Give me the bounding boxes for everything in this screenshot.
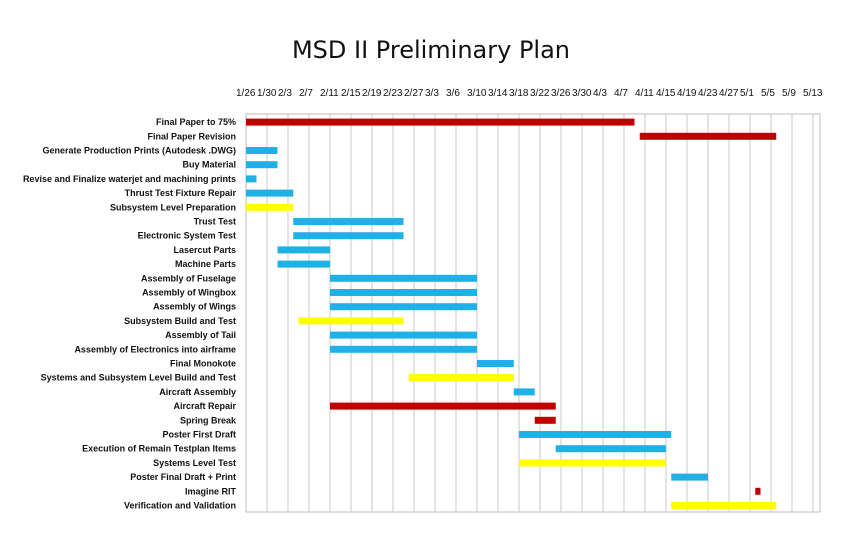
x-tick-label: 2/15 [341,88,361,99]
task-label: Trust Test [194,217,236,227]
task-label: Systems Level Test [153,458,236,468]
task-label: Electronic System Test [138,231,236,241]
task-bar [246,161,278,169]
task-bar [277,260,330,268]
x-tick-label: 4/3 [593,88,607,99]
x-tick-label: 2/27 [404,88,424,99]
x-tick-label: 5/13 [803,88,823,99]
task-label: Systems and Subsystem Level Build and Te… [41,373,236,383]
x-tick-label: 5/1 [740,88,754,99]
task-bar [293,232,404,240]
x-tick-label: 4/15 [656,88,676,99]
task-bar [534,416,556,424]
task-label: Aircraft Assembly [159,387,236,397]
x-tick-label: 3/22 [530,88,550,99]
x-tick-label: 2/23 [383,88,403,99]
task-label: Spring Break [180,415,237,425]
task-label: Assembly of Wingbox [142,288,236,298]
task-bar [277,246,330,254]
task-bar [330,289,477,296]
x-tick-label: 2/3 [278,88,292,99]
task-label: Revise and Finalize waterjet and machini… [23,174,236,184]
task-bars [246,118,777,509]
x-tick-label: 3/3 [425,88,439,99]
task-label: Assembly of Tail [165,330,236,340]
task-label: Assembly of Wings [153,302,236,312]
x-tick-label: 1/30 [257,88,277,99]
x-tick-label: 3/10 [467,88,487,99]
x-tick-label: 5/9 [782,88,796,99]
x-axis-ticks: 1/26 1/30 2/3 2/7 2/11 2/15 2/19 2/23 2/27 3/3 3/6… [236,88,823,99]
task-bar [408,374,514,382]
task-bar [246,147,278,154]
x-tick-label: 1/26 [236,88,256,99]
task-label: Assembly of Electronics into airframe [74,344,236,354]
task-bar [293,218,404,225]
task-bar [555,445,666,453]
task-bar [330,331,477,339]
x-tick-label: 4/11 [635,88,654,99]
task-label: Assembly of Fuselage [141,273,236,283]
task-label: Poster First Draft [162,430,236,440]
task-bar [246,175,257,183]
task-bar [639,132,777,140]
plot-frame [245,113,821,513]
x-tick-label: 3/6 [446,88,460,99]
task-labels: Final Paper to 75% Final Paper Revision Ge… [23,117,237,510]
task-bar [246,203,294,211]
x-tick-label: 4/7 [614,88,628,99]
task-bar [246,189,294,197]
task-bar [246,118,635,126]
task-bar [671,502,777,509]
task-bar [513,388,535,396]
task-bar [519,459,666,467]
x-tick-label: 2/19 [362,88,382,99]
task-label: Aircraft Repair [173,401,236,411]
task-bar [330,345,477,353]
x-tick-label: 3/14 [488,88,508,99]
task-bar [330,303,477,311]
task-label: Verification and Validation [124,501,236,511]
task-label: Final Paper to 75% [156,117,236,127]
task-bar [330,402,556,410]
x-tick-label: 2/11 [320,88,339,99]
x-tick-label: 4/23 [698,88,718,99]
task-label: Imagine RIT [185,486,237,496]
task-bar [298,317,404,325]
task-label: Lasercut Parts [173,245,236,255]
task-bar [477,360,514,367]
x-tick-label: 5/5 [761,88,775,99]
task-label: Subsystem Level Preparation [110,202,236,212]
task-bar [671,473,708,481]
chart-title: MSD II Preliminary Plan [292,36,570,64]
x-tick-label: 3/26 [551,88,571,99]
task-label: Final Paper Revision [147,131,236,141]
x-tick-label: 2/7 [299,88,313,99]
task-label: Generate Production Prints (Autodesk .DW… [42,146,236,156]
grid [245,113,821,513]
task-label: Buy Material [182,160,236,170]
task-label: Execution of Remain Testplan Items [82,444,236,454]
x-tick-label: 3/18 [509,88,529,99]
x-tick-label: 3/30 [572,88,592,99]
task-label: Subsystem Build and Test [124,316,236,326]
task-label: Machine Parts [175,259,236,269]
task-bar [755,487,761,495]
task-label: Final Monokote [170,359,236,369]
task-bar [519,431,672,438]
task-label: Poster Final Draft + Print [130,472,236,482]
x-tick-label: 4/27 [719,88,739,99]
x-tick-label: 4/19 [677,88,697,99]
task-label: Thrust Test Fixture Repair [125,188,237,198]
task-bar [330,274,477,282]
